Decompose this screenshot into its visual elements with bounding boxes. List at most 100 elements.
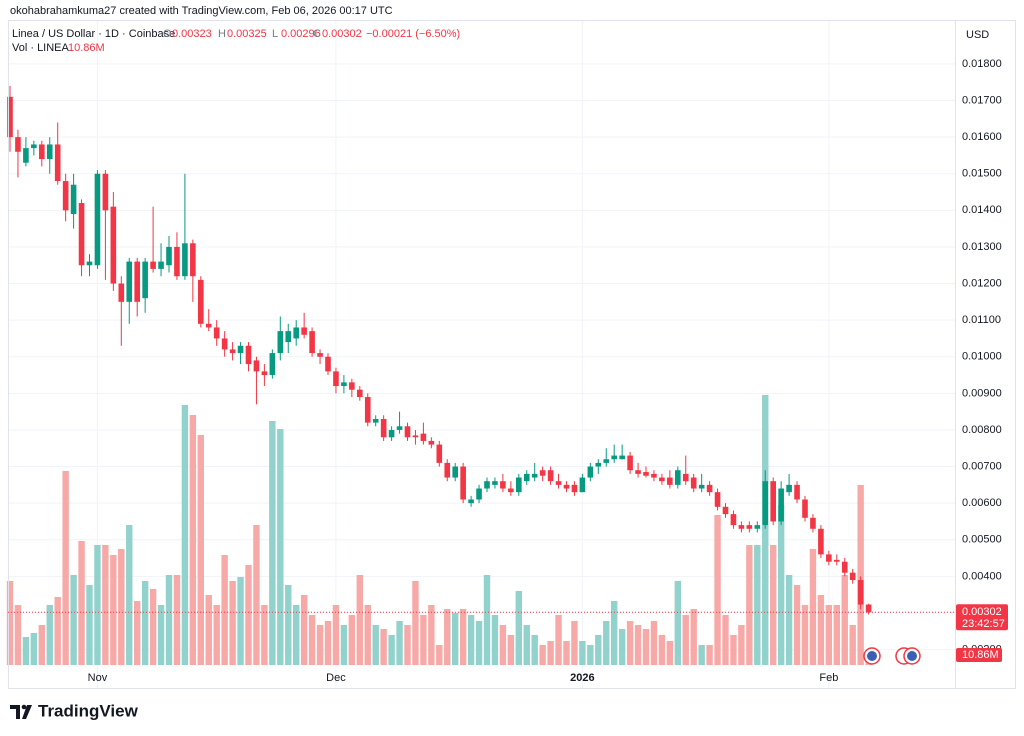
volume-bar <box>54 597 61 665</box>
countdown: 23:42:57 <box>962 618 1005 630</box>
candle-body <box>285 331 292 343</box>
candle-body <box>826 554 832 562</box>
candle-body <box>46 144 53 160</box>
x-tick-label: Feb <box>819 672 838 684</box>
x-tick-label: Dec <box>326 672 346 684</box>
candle-body <box>500 481 506 489</box>
candle-body <box>810 517 816 529</box>
volume-bar <box>237 577 244 665</box>
volume-title: Vol · LINEA <box>12 42 70 54</box>
candle-body <box>659 477 665 482</box>
candle-body <box>396 426 403 430</box>
candle-body <box>436 444 443 463</box>
volume-bar <box>475 621 483 665</box>
candle-body <box>15 137 21 152</box>
candle-body <box>555 481 562 485</box>
volume-bar <box>141 581 149 665</box>
candle-body <box>682 473 689 482</box>
volume-bar <box>603 621 610 665</box>
volume-bar <box>817 595 825 665</box>
candle-body <box>317 353 323 357</box>
candle-body <box>714 492 721 507</box>
y-tick-label: 0.00700 <box>962 460 1002 472</box>
candle-body <box>818 528 824 555</box>
candle-body <box>754 525 761 529</box>
last-price-box <box>956 604 1008 631</box>
volume-bar <box>762 395 769 665</box>
volume-bar <box>340 625 348 665</box>
candle-body <box>746 525 753 529</box>
candle-body <box>539 470 546 476</box>
volume-bar <box>539 645 546 665</box>
y-tick-label: 0.01200 <box>962 277 1002 289</box>
volume-bar <box>531 635 538 665</box>
volume-bar <box>618 629 626 665</box>
candle-body <box>293 327 299 339</box>
candle-body <box>698 484 705 489</box>
candle-body <box>221 338 228 350</box>
volume-bar <box>428 605 435 665</box>
ohlc-value: 0.00296 <box>281 28 321 40</box>
candle-body <box>484 481 490 489</box>
volume-bar <box>412 581 419 665</box>
candle-body <box>492 481 498 485</box>
volume-bar <box>809 549 817 665</box>
volume-bar <box>730 635 737 665</box>
attribution: okohabrahamkuma27 created with TradingVi… <box>10 5 393 17</box>
volume-bar <box>777 505 785 665</box>
candle-body <box>349 382 355 390</box>
volume-bar <box>285 585 292 665</box>
volume-bar <box>841 575 848 665</box>
volume-bar <box>857 485 864 665</box>
candle-body <box>277 331 284 354</box>
candle-body <box>333 371 339 387</box>
volume-bar <box>118 549 125 665</box>
candle-body <box>667 477 673 485</box>
volume-bar <box>300 595 308 665</box>
candle-body <box>78 203 85 266</box>
volume-bar <box>205 595 212 665</box>
candle-body <box>357 389 363 398</box>
volume-bar <box>372 625 379 665</box>
y-tick-label: 0.01000 <box>962 351 1002 363</box>
y-tick-label: 0.01400 <box>962 204 1002 216</box>
ohlc-key: H <box>218 28 226 40</box>
candle-body <box>786 484 792 493</box>
volume-bar <box>611 601 618 665</box>
candle-body <box>802 499 808 518</box>
volume-bar <box>261 605 268 665</box>
volume-bar <box>110 555 117 665</box>
volume-bar <box>706 645 713 665</box>
y-tick-label: 0.00500 <box>962 534 1002 546</box>
x-tick-label: 2026 <box>570 672 594 684</box>
volume-bar <box>650 621 658 665</box>
candle-body <box>508 488 514 493</box>
candle-body <box>253 360 260 372</box>
candle-body <box>547 470 554 482</box>
candle-body <box>444 462 451 478</box>
candle-body <box>794 484 800 500</box>
candle-body <box>595 462 602 467</box>
candle-body <box>205 323 212 328</box>
volume-bar <box>491 615 499 665</box>
volume-bar <box>754 545 761 665</box>
volume-bar <box>499 625 507 665</box>
candle-body <box>476 488 482 500</box>
candle-body <box>412 435 419 438</box>
candle-body <box>301 327 307 335</box>
volume-value: 10.86M <box>68 42 105 54</box>
candle-body <box>39 144 45 160</box>
candle-body <box>70 184 77 214</box>
volume-bar <box>70 575 77 665</box>
candle-body <box>245 345 252 365</box>
volume-bar <box>738 625 745 665</box>
volume-bar <box>149 589 157 665</box>
candle-body <box>722 506 729 515</box>
candle-body <box>142 261 148 299</box>
candle-body <box>126 261 133 302</box>
candle-body <box>563 484 570 489</box>
candle-body <box>452 466 458 478</box>
candle-body <box>388 429 395 438</box>
candle-body <box>834 559 840 562</box>
candle-body <box>841 561 848 573</box>
